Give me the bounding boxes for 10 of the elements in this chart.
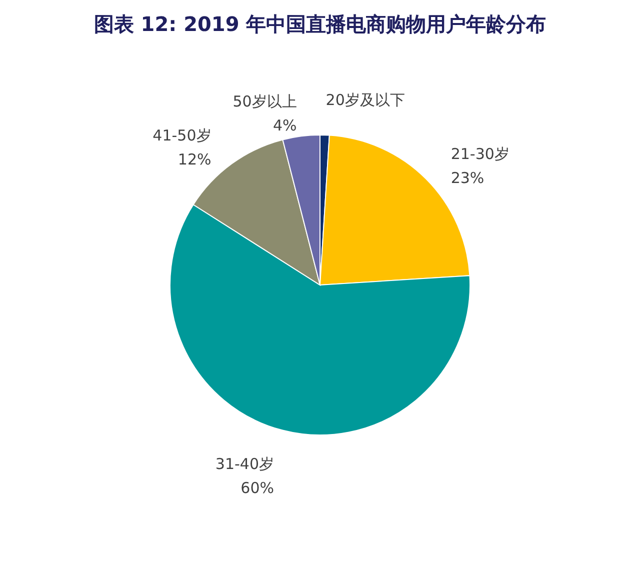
- slice-label: 50岁以上: [232, 92, 297, 110]
- slice-label: 31-40岁: [215, 455, 274, 474]
- data-label: 60%: [240, 479, 274, 498]
- slice-label: 21-30岁: [450, 145, 510, 164]
- slice-label: 20岁及以下: [326, 91, 405, 110]
- data-label: 12%: [178, 150, 212, 168]
- slice-label: 41-50岁: [152, 126, 212, 144]
- chart-title: 图表 12: 2019 年中国直播电商购物用户年龄分布: [94, 12, 546, 36]
- data-label: 23%: [450, 169, 484, 188]
- data-label: 4%: [273, 116, 297, 134]
